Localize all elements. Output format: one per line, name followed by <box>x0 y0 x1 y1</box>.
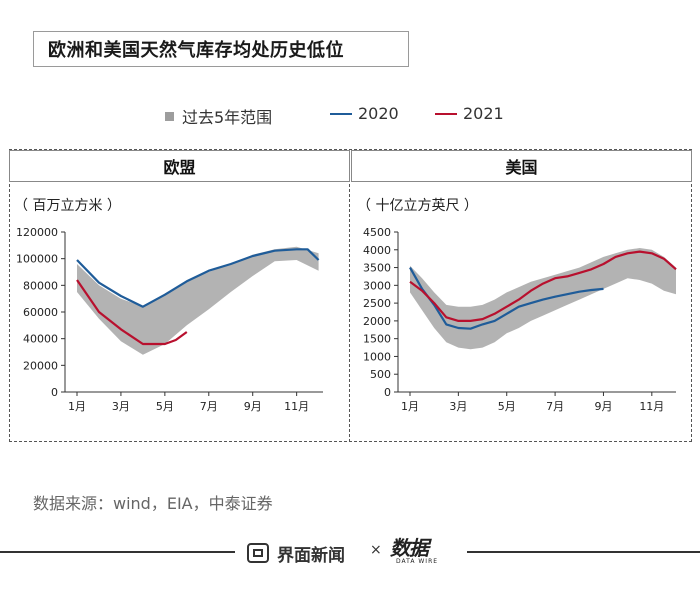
source-note: 数据来源：wind，EIA，中泰证券 <box>33 494 273 513</box>
legend: 过去5年范围 2020 2021 <box>0 104 700 127</box>
y-tick-label-us: 1500 <box>363 333 391 346</box>
datawire-logo-sub: DATA WIRE <box>396 558 439 565</box>
y-tick-label-us: 4000 <box>363 244 391 257</box>
x-tick-label-us: 9月 <box>594 400 612 413</box>
brand-logo-icon <box>247 543 269 563</box>
x-tick-label-eu: 9月 <box>244 400 262 413</box>
x-tick-label-eu: 5月 <box>156 400 174 413</box>
series-line-2021-us <box>409 250 677 322</box>
legend-swatch-2021 <box>435 112 457 115</box>
panel-title-us: 美国 <box>351 150 692 182</box>
panels-frame <box>9 149 692 442</box>
unit-label-eu: （ 百万立方米 ） <box>14 198 121 214</box>
footer-brand-text: 界面新闻 <box>277 545 345 566</box>
y-tick-label-eu: 40000 <box>23 333 58 346</box>
legend-label-2020: 2020 <box>358 104 399 123</box>
legend-swatch-2020 <box>330 112 352 115</box>
y-tick-label-us: 0 <box>384 386 391 399</box>
datawire-logo: 数据 <box>390 536 429 560</box>
x-tick-label-eu: 7月 <box>200 400 218 413</box>
footer-times: × <box>370 542 382 558</box>
y-tick-label-eu: 60000 <box>23 306 58 319</box>
y-tick-label-us: 2000 <box>363 315 391 328</box>
legend-item-2020: 2020 <box>330 104 399 123</box>
legend-label-range: 过去5年范围 <box>182 108 273 127</box>
y-tick-label-us: 1000 <box>363 350 391 363</box>
y-tick-label-eu: 0 <box>51 386 58 399</box>
footer-rule-left <box>0 551 235 553</box>
x-tick-label-us: 11月 <box>639 400 664 413</box>
footer-rule-right <box>467 551 700 553</box>
footer-brand: 界面新闻 <box>247 540 345 566</box>
y-tick-label-eu: 100000 <box>16 253 58 266</box>
y-tick-label-eu: 80000 <box>23 279 58 292</box>
range-band-eu <box>77 246 319 355</box>
panel-divider <box>349 149 350 442</box>
x-tick-label-us: 5月 <box>498 400 516 413</box>
x-tick-label-us: 3月 <box>449 400 467 413</box>
panel-title-eu: 欧盟 <box>9 150 350 182</box>
x-tick-label-us: 1月 <box>401 400 419 413</box>
legend-item-range: 过去5年范围 <box>165 104 272 128</box>
x-tick-label-us: 7月 <box>546 400 564 413</box>
y-tick-label-eu: 20000 <box>23 359 58 372</box>
chart-title: 欧洲和美国天然气库存均处历史低位 <box>33 31 409 67</box>
x-tick-label-eu: 11月 <box>284 400 309 413</box>
series-line-2020-us <box>409 267 604 330</box>
y-tick-label-us: 3000 <box>363 279 391 292</box>
y-tick-label-us: 3500 <box>363 262 391 275</box>
y-tick-label-us: 2500 <box>363 297 391 310</box>
y-tick-label-us: 500 <box>370 368 391 381</box>
y-tick-label-us: 4500 <box>363 226 391 239</box>
x-tick-label-eu: 1月 <box>68 400 86 413</box>
legend-item-2021: 2021 <box>435 104 504 123</box>
y-tick-label-eu: 120000 <box>16 226 58 239</box>
x-tick-label-eu: 3月 <box>112 400 130 413</box>
unit-label-us: （ 十亿立方英尺 ） <box>357 198 478 214</box>
legend-label-2021: 2021 <box>463 104 504 123</box>
legend-swatch-range <box>165 111 174 121</box>
series-line-2021-eu <box>76 279 188 346</box>
series-line-2020-eu <box>76 248 320 308</box>
